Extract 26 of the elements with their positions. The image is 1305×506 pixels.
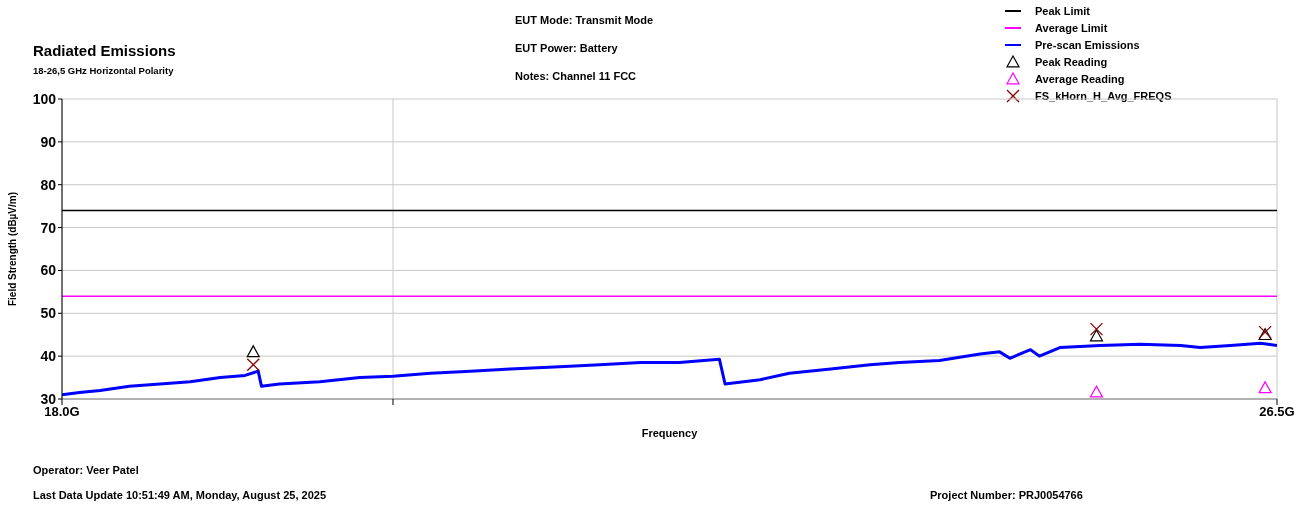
text: Operator: Veer Patel [33, 464, 139, 476]
y-tick-label: 90 [40, 133, 57, 150]
y-tick-label: 100 [32, 90, 57, 107]
text: Last Data Update 10:51:49 AM, Monday, August 25, 2025 [33, 489, 327, 501]
legend-label: FS_kHorn_H_Avg_FREQS [1035, 89, 1172, 102]
x-axis-title: Frequency [641, 427, 699, 439]
x-tick-label: 18.0G [44, 404, 80, 420]
chart-title: Radiated Emissions [33, 42, 176, 59]
legend-label: Pre-scan Emissions [1035, 38, 1140, 51]
text: EUT Power: Battery [515, 42, 618, 54]
x-tick-label: 26.5G [1259, 404, 1295, 420]
y-tick-label: 80 [40, 176, 57, 193]
text: EUT Mode: Transmit Mode [515, 14, 654, 26]
text: Project Number: PRJ0054766 [930, 489, 1083, 501]
chart-subtitle: 18-26,5 GHz Horizontal Polarity [33, 65, 174, 76]
legend-label: Peak Reading [1035, 55, 1108, 68]
legend-label: Peak Limit [1035, 4, 1091, 17]
y-tick-label: 50 [40, 305, 57, 322]
y-axis-title: Field Strength (dBµV/m) [6, 191, 18, 307]
y-tick-label: 70 [40, 219, 57, 236]
y-tick-label: 40 [40, 348, 57, 365]
y-tick-label: 30 [40, 390, 57, 407]
text: Notes: Channel 11 FCC [515, 70, 637, 82]
legend-label: Average Limit [1035, 21, 1108, 34]
y-tick-label: 60 [40, 262, 57, 279]
legend-label: Average Reading [1035, 72, 1125, 85]
